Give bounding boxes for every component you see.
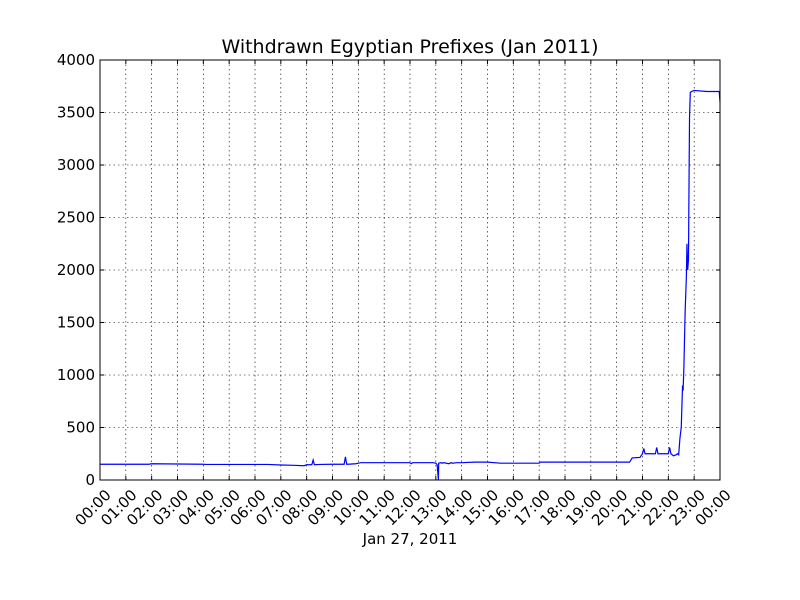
y-tick-label: 3000 [57,156,95,174]
grid-lines [100,60,720,480]
y-tick-label: 1500 [57,314,95,332]
tick-marks [99,59,721,481]
y-tick-label: 4000 [57,51,95,69]
y-tick-label: 2500 [57,209,95,227]
y-tick-label: 3500 [57,104,95,122]
chart-title: Withdrawn Egyptian Prefixes (Jan 2011) [221,36,598,58]
y-axis-tick-labels: 0 500 1000 1500 2000 2500 3000 3500 4000 [57,51,95,489]
series-layer [100,89,721,481]
x-axis-label: Jan 27, 2011 [362,530,458,548]
y-tick-label: 1000 [57,366,95,384]
y-tick-label: 500 [66,419,95,437]
y-tick-label: 0 [85,471,95,489]
x-axis-tick-labels: 00:0001:0002:0003:0004:0005:0006:0007:00… [71,486,734,529]
series-line [100,89,721,481]
y-tick-label: 2000 [57,261,95,279]
